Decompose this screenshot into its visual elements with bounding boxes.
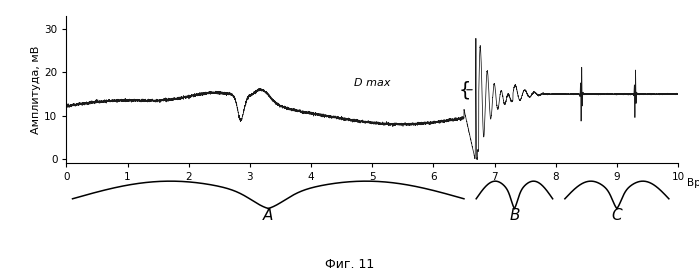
- Text: B: B: [509, 208, 519, 222]
- Text: C: C: [612, 208, 622, 222]
- Text: D max: D max: [354, 78, 391, 88]
- Text: A: A: [263, 208, 273, 222]
- Text: {: {: [459, 80, 471, 99]
- Text: Время, сек *10⁻²: Время, сек *10⁻²: [687, 178, 699, 188]
- Y-axis label: Амплитуда, мВ: Амплитуда, мВ: [31, 46, 41, 134]
- Text: Фиг. 11: Фиг. 11: [325, 258, 374, 271]
